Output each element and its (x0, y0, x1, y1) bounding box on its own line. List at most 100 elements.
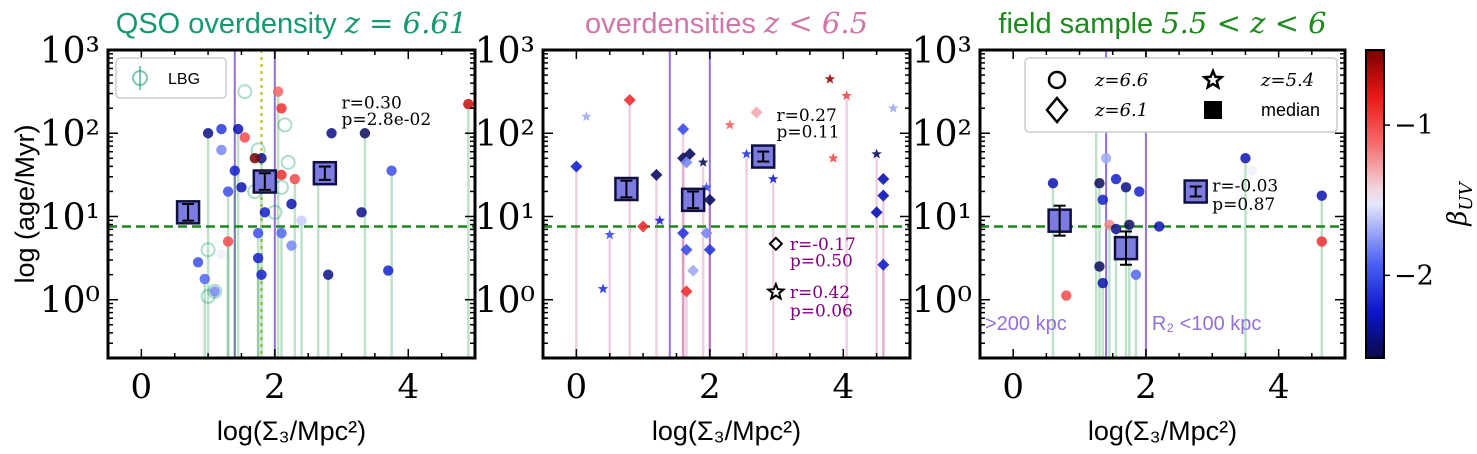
data-point-diamond (680, 243, 693, 256)
legend-z66: z=6.6 (1094, 70, 1148, 91)
lbg-point (277, 117, 293, 133)
x-axis-label: log(Σ₃/Mpc²) (217, 416, 366, 446)
data-point (236, 182, 247, 193)
data-point-diamond (650, 168, 663, 181)
x-tick-label: 2 (1135, 367, 1157, 407)
data-point-diamond (703, 193, 716, 206)
lbg-point (207, 283, 223, 299)
data-point-star (654, 215, 665, 226)
data-point (1124, 219, 1135, 231)
colorbar-label-sub: UV (1456, 180, 1477, 210)
data-point-star (697, 156, 709, 167)
data-point (463, 98, 474, 110)
data-point-star (828, 152, 839, 163)
panel-title: QSO overdensity z = 6.61 (116, 6, 467, 40)
legend-box (1024, 57, 1338, 133)
data-point (1316, 190, 1327, 201)
data-point-star (888, 102, 899, 113)
stat-text: p=2.8e-02 (342, 110, 432, 130)
data-point-diamond (637, 220, 650, 233)
y-tick-label: 10³ (912, 31, 972, 72)
legend-median-marker (1204, 101, 1222, 119)
data-point-star (581, 111, 592, 121)
data-point (256, 269, 267, 280)
x-tick-label: 2 (264, 367, 286, 407)
data-point-diamond (877, 189, 890, 202)
data-point-diamond (623, 93, 636, 106)
data-point (286, 240, 297, 251)
data-point-diamond (700, 227, 713, 240)
y-tick-label: 10¹ (475, 197, 535, 238)
x-axis-label: log(Σ₃/Mpc²) (1088, 416, 1237, 446)
data-point (359, 128, 371, 139)
stat-text: r=0.27 (777, 106, 837, 126)
data-point (1120, 182, 1132, 193)
data-point (229, 165, 240, 176)
panel-title-text: QSO overdensity (116, 8, 345, 40)
x-tick-label: 4 (397, 367, 419, 407)
data-point (259, 207, 271, 218)
stat-text: p=0.87 (1212, 195, 1275, 215)
x-tick-label: 4 (832, 367, 854, 407)
data-point (199, 273, 210, 285)
data-point (1094, 261, 1105, 272)
data-point-star (701, 181, 712, 192)
axes-frame (978, 48, 1347, 360)
y-axis-label: log (age/Myr) (10, 124, 40, 283)
panel-2: overdensities z < 6.5 0 2 4 10⁰ 10¹ 10² 10³ log(… (475, 6, 912, 446)
data-point (209, 286, 220, 297)
legend-star-marker (1201, 67, 1225, 90)
data-layer (108, 50, 475, 358)
y-tick-label: 10¹ (40, 197, 100, 238)
data-point (1097, 277, 1108, 289)
data-point-star (841, 90, 852, 101)
data-point (276, 169, 287, 181)
data-point (276, 103, 287, 114)
y-tick-label: 10⁰ (475, 281, 535, 322)
colorbar-tick-label: −2 (1394, 260, 1434, 291)
data-point (272, 86, 284, 97)
panel-1: QSO overdensity z = 6.61 0 2 4 10⁰ 10¹ 10² 10³ l… (40, 6, 477, 446)
data-point (1061, 290, 1072, 301)
stat-text: p=0.11 (777, 122, 840, 142)
lbg-point (280, 154, 296, 170)
data-point (249, 153, 260, 164)
data-point (386, 165, 397, 176)
data-point-star (741, 148, 752, 159)
data-point (323, 269, 334, 280)
data-point (383, 265, 394, 276)
lbg-point (200, 242, 216, 258)
data-layer (543, 50, 910, 358)
data-point-star (604, 229, 615, 240)
panel-title: overdensities z < 6.5 (585, 6, 868, 40)
legend-box (115, 57, 227, 99)
stat-text: r=0.42 (790, 283, 850, 303)
stat-marker-star (765, 281, 787, 301)
data-point-diamond (570, 160, 583, 173)
data-point-diamond (750, 106, 763, 119)
data-point (216, 144, 227, 156)
x-tick-label: 4 (1268, 367, 1290, 407)
data-point (1100, 153, 1112, 164)
data-point-star (724, 119, 736, 130)
colorbar-label-beta: β (1443, 211, 1473, 227)
data-point-diamond (870, 206, 883, 219)
x-tick-label: 2 (699, 367, 721, 407)
y-tick-label: 10² (912, 114, 972, 155)
data-point (1240, 153, 1251, 164)
data-point (239, 132, 250, 143)
x-tick-label: 0 (131, 367, 153, 407)
data-point (216, 248, 227, 260)
y-tick-label: 10² (40, 114, 100, 155)
panel-title-text: field sample (998, 8, 1161, 40)
data-point (1047, 177, 1059, 189)
colorbar-tick-label: −1 (1394, 110, 1434, 141)
panel-3: field sample 5.5 < z < 6 0 2 4 10⁰ 10¹ 10² 10³ l… (912, 6, 1347, 446)
x-axis-label: log(Σ₃/Mpc²) (652, 416, 801, 446)
data-point (1316, 236, 1327, 247)
stat-text: r=-0.17 (790, 235, 856, 255)
data-point (202, 128, 214, 139)
axes-frame (541, 48, 912, 360)
data-point-diamond (877, 173, 890, 186)
legend-diamond-marker (1045, 96, 1069, 124)
